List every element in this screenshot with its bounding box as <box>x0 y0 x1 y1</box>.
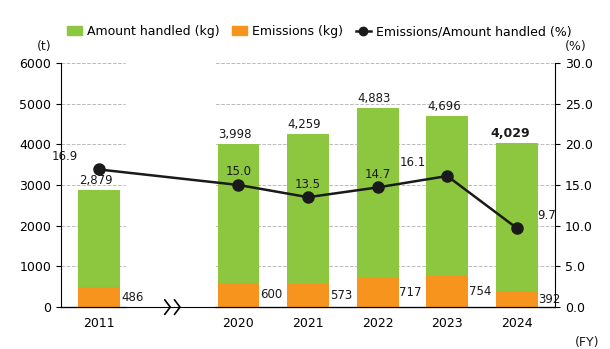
Text: 573: 573 <box>330 289 352 302</box>
Text: 13.5: 13.5 <box>295 178 321 191</box>
Text: (t): (t) <box>37 40 51 53</box>
Text: 754: 754 <box>469 285 491 298</box>
Text: 15.0: 15.0 <box>226 165 251 178</box>
Legend: Amount handled (kg), Emissions (kg), Emissions/Amount handled (%): Amount handled (kg), Emissions (kg), Emi… <box>67 25 572 38</box>
Text: 9.7: 9.7 <box>537 209 556 222</box>
Text: 486: 486 <box>121 291 143 304</box>
Bar <box>496 143 537 307</box>
Text: 4,029: 4,029 <box>490 127 529 140</box>
Bar <box>218 283 259 307</box>
Text: 392: 392 <box>539 293 561 306</box>
Text: 16.1: 16.1 <box>400 156 426 170</box>
Text: 600: 600 <box>260 288 282 302</box>
Text: 4,696: 4,696 <box>427 100 461 113</box>
Bar <box>126 22 214 327</box>
Text: 4,883: 4,883 <box>357 92 391 105</box>
Text: 3,998: 3,998 <box>218 128 252 141</box>
Bar <box>79 287 120 307</box>
Bar <box>218 144 259 307</box>
Text: 14.7: 14.7 <box>365 168 391 181</box>
Bar <box>357 278 398 307</box>
Text: 16.9: 16.9 <box>52 150 79 163</box>
Bar <box>79 190 120 307</box>
Bar <box>426 276 468 307</box>
Text: (%): (%) <box>565 40 587 53</box>
Bar <box>287 284 329 307</box>
Bar <box>426 116 468 307</box>
Text: (FY): (FY) <box>575 336 600 349</box>
Text: 2,879: 2,879 <box>79 174 113 187</box>
Bar <box>496 291 537 307</box>
Bar <box>287 134 329 307</box>
Bar <box>357 108 398 307</box>
Text: 4,259: 4,259 <box>288 118 321 131</box>
Text: 717: 717 <box>400 286 422 299</box>
